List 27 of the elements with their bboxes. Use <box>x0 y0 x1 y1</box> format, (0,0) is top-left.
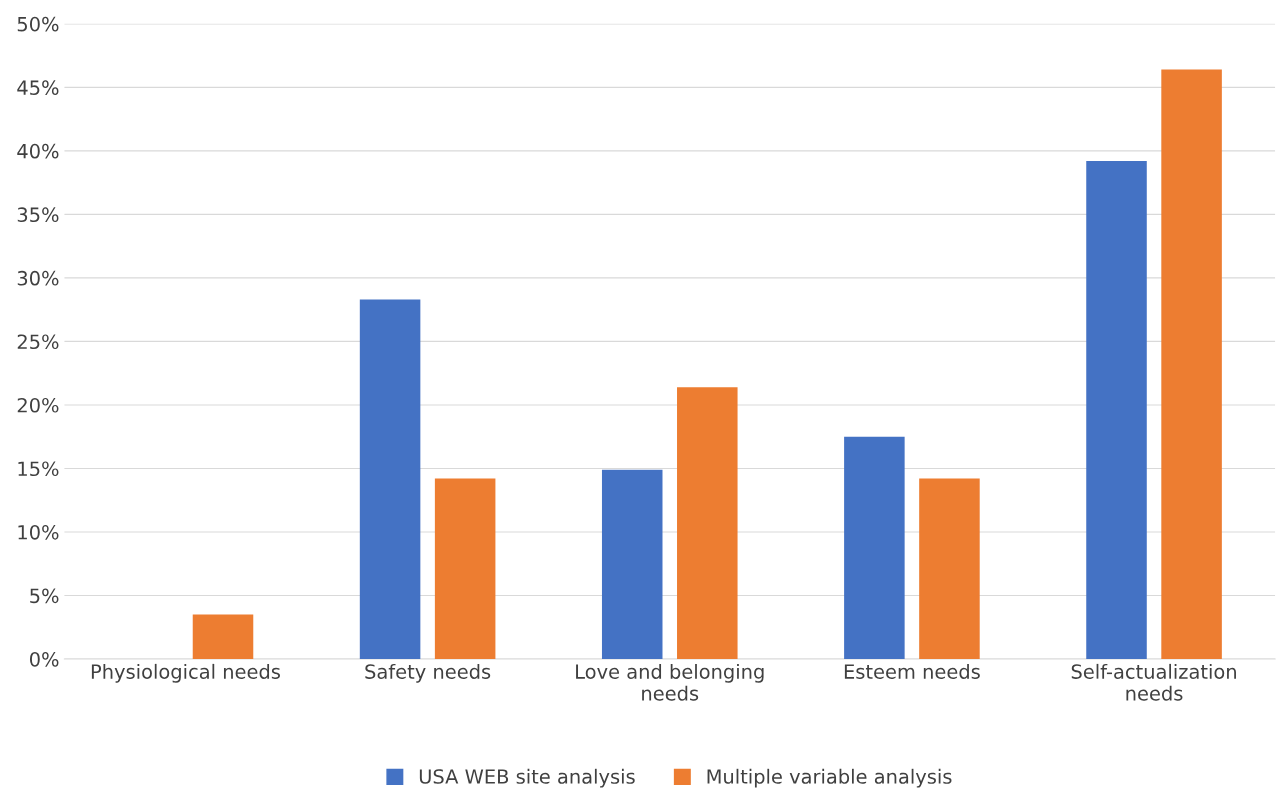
x-tick-label: Safety needs <box>365 663 491 683</box>
legend-label: USA WEB site analysis <box>419 768 635 788</box>
bar <box>1086 161 1147 660</box>
y-tick-label: 10% <box>18 524 59 540</box>
x-tick-label: Physiological needs <box>91 663 280 683</box>
bar <box>1161 69 1222 660</box>
y-tick-label: 45% <box>17 80 59 95</box>
y-tick-label: 0% <box>29 651 59 667</box>
y-tick-label: 5% <box>30 588 59 604</box>
bar <box>434 478 496 660</box>
bar <box>359 299 421 660</box>
x-tick-label: Love and belonging needs <box>576 663 764 701</box>
x-tick-label: Esteem needs <box>844 663 980 679</box>
y-tick-label: 35% <box>17 207 59 223</box>
y-tick-label: 40% <box>17 143 59 159</box>
bar <box>192 614 254 660</box>
x-tick-label: Self-actualization needs <box>1071 663 1236 701</box>
y-tick-label: 30% <box>17 270 59 286</box>
bar <box>919 478 980 660</box>
y-tick-label: 20% <box>17 397 59 413</box>
bar <box>601 469 663 660</box>
y-tick-label: 15% <box>18 461 59 477</box>
y-tick-label: 25% <box>17 334 59 350</box>
y-tick-label: 50% <box>17 16 59 32</box>
bar <box>844 436 905 660</box>
legend-label: Multiple variable analysis <box>707 768 952 788</box>
bar <box>677 387 738 660</box>
